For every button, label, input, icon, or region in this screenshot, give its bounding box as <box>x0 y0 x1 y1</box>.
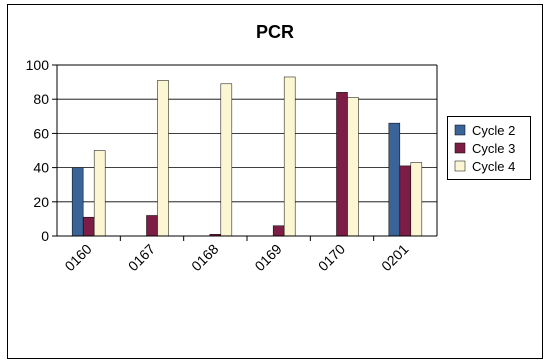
y-tick-label: 60 <box>33 125 49 141</box>
legend-swatch <box>454 160 466 172</box>
bar-cycle-4-0160 <box>93 150 106 237</box>
legend-label: Cycle 3 <box>472 141 515 156</box>
bar-cycle-2-0160 <box>71 167 84 237</box>
chart-title: PCR <box>256 22 294 42</box>
legend-label: Cycle 4 <box>472 159 515 174</box>
legend-swatch <box>454 142 466 154</box>
bar-cycle-4-0170 <box>347 97 359 237</box>
bar-cycle-3-0201 <box>399 165 412 237</box>
bar-cycle-3-0169 <box>272 225 285 237</box>
bar-cycle-4-0201 <box>410 162 423 237</box>
axes <box>56 64 438 241</box>
bar-cycle-3-0167 <box>146 215 158 237</box>
y-tick-label: 100 <box>26 57 50 73</box>
y-tick-label: 20 <box>33 194 49 210</box>
legend: Cycle 2 Cycle 3 Cycle 4 <box>447 116 531 180</box>
legend-label: Cycle 2 <box>472 123 515 138</box>
bar-cycle-2-0201 <box>388 122 401 237</box>
y-tick-label: 80 <box>33 91 49 107</box>
y-tick-labels: 0 20 40 60 80 100 <box>26 57 50 244</box>
y-tick-label: 40 <box>33 160 49 176</box>
bar-cycle-4-0168 <box>220 83 233 237</box>
bar-cycle-3-0170 <box>336 92 348 237</box>
bar-cycle-4-0167 <box>157 80 169 237</box>
bar-cycle-3-0160 <box>82 216 95 237</box>
bar-cycle-4-0169 <box>283 76 296 237</box>
y-tick-label: 0 <box>41 228 49 244</box>
legend-swatch <box>454 124 466 136</box>
chart-frame <box>7 4 543 359</box>
